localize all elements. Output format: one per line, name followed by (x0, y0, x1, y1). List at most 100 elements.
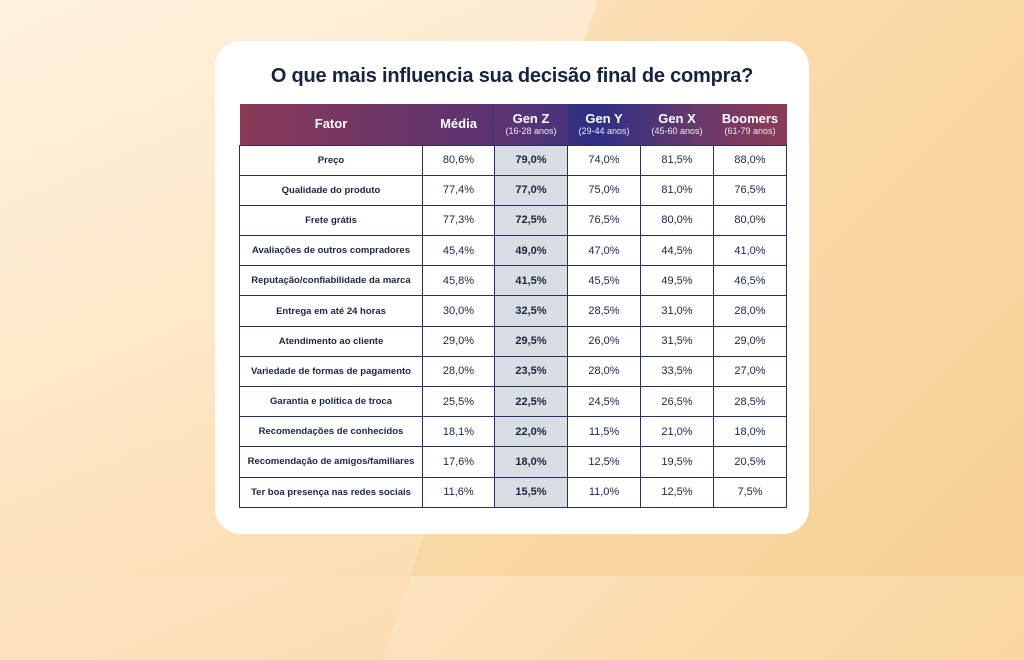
header-label: Gen Y (585, 111, 623, 127)
cell-gen-y: 76,5% (567, 204, 641, 237)
cell-gen-y: 24,5% (567, 385, 641, 418)
cell-media: 80,6% (422, 144, 495, 176)
header-label: Gen X (658, 111, 696, 127)
cell-gen-x: 33,5% (640, 355, 714, 388)
cell-fator: Avaliações de outros compradores (239, 235, 423, 267)
table-row: Entrega em até 24 horas 30,0% 32,5% 28,5% 31… (239, 295, 787, 327)
cell-fator: Recomendações de conhecidos (239, 416, 423, 448)
cell-gen-z: 22,5% (494, 385, 568, 418)
header-row: Fator Média Gen Z (16-28 anos) Gen Y (29-44 a… (239, 104, 787, 145)
cell-gen-x: 26,5% (640, 385, 714, 418)
header-age-range: (16-28 anos) (505, 125, 557, 136)
cell-gen-x: 19,5% (640, 446, 714, 478)
header-gen-z: Gen Z (16-28 anos) (494, 104, 568, 145)
table-row: Atendimento ao cliente 29,0% 29,5% 26,0% 31,… (239, 325, 787, 357)
table-row: Ter boa presença nas redes sociais 11,6% 1… (239, 476, 787, 508)
cell-fator: Reputação/confiabilidade da marca (239, 265, 423, 297)
cell-media: 77,3% (422, 204, 495, 237)
cell-boomers: 41,0% (713, 235, 787, 267)
cell-gen-z: 77,0% (494, 174, 568, 206)
cell-media: 45,4% (422, 235, 495, 267)
cell-boomers: 27,0% (713, 355, 787, 388)
cell-boomers: 88,0% (713, 144, 787, 176)
cell-fator: Garantia e política de troca (239, 385, 423, 418)
results-table: Fator Média Gen Z (16-28 anos) Gen Y (29-44 a… (239, 104, 787, 508)
cell-gen-y: 28,5% (567, 295, 641, 327)
table-row: Garantia e política de troca 25,5% 22,5% 24… (239, 385, 787, 418)
cell-fator: Recomendação de amigos/familiares (239, 446, 423, 478)
cell-media: 77,4% (422, 174, 495, 206)
cell-gen-y: 26,0% (567, 325, 641, 357)
cell-boomers: 76,5% (713, 174, 787, 206)
header-label: Fator (314, 116, 348, 132)
cell-gen-x: 44,5% (640, 235, 714, 267)
cell-media: 28,0% (422, 355, 495, 388)
cell-media: 18,1% (422, 416, 495, 448)
cell-fator: Preço (239, 144, 423, 176)
header-media: Média (423, 104, 495, 145)
page-title: O que mais influencia sua decisão final … (270, 65, 754, 87)
cell-gen-z: 18,0% (494, 446, 568, 478)
cell-boomers: 18,0% (713, 416, 787, 448)
table-row: Variedade de formas de pagamento 28,0% 23,… (239, 355, 787, 388)
cell-boomers: 20,5% (713, 446, 787, 478)
header-age-range: (61-79 anos) (724, 125, 776, 136)
cell-gen-y: 11,0% (567, 476, 641, 508)
cell-gen-x: 81,5% (640, 144, 714, 176)
cell-gen-z: 23,5% (494, 355, 568, 388)
table-row: Qualidade do produto 77,4% 77,0% 75,0% 81,0%… (239, 174, 787, 206)
cell-gen-y: 74,0% (567, 144, 641, 176)
cell-gen-x: 31,5% (640, 325, 714, 357)
cell-gen-y: 12,5% (567, 446, 641, 478)
header-label: Boomers (721, 111, 779, 127)
table-row: Recomendação de amigos/familiares 17,6% 18… (239, 446, 787, 478)
cell-fator: Entrega em até 24 horas (239, 295, 423, 327)
cell-fator: Ter boa presença nas redes sociais (239, 476, 423, 508)
cell-media: 25,5% (422, 385, 495, 418)
header-label: Média (440, 116, 477, 132)
survey-card: O que mais influencia sua decisão final … (215, 41, 809, 534)
header-fator: Fator (240, 104, 423, 145)
table-row: Recomendações de conhecidos 18,1% 22,0% 11,… (239, 416, 787, 448)
cell-gen-x: 49,5% (640, 265, 714, 297)
header-age-range: (29-44 anos) (578, 125, 630, 136)
cell-gen-x: 21,0% (640, 416, 714, 448)
cell-gen-y: 28,0% (567, 355, 641, 388)
cell-media: 17,6% (422, 446, 495, 478)
cell-gen-z: 15,5% (494, 476, 568, 508)
cell-gen-z: 32,5% (494, 295, 568, 327)
table-row: Reputação/confiabilidade da marca 45,8% 41… (239, 265, 787, 297)
table-row: Preço 80,6% 79,0% 74,0% 81,5% 88,0% (239, 144, 787, 176)
cell-boomers: 28,5% (713, 385, 787, 418)
cell-gen-y: 11,5% (567, 416, 641, 448)
cell-gen-y: 45,5% (567, 265, 641, 297)
cell-fator: Variedade de formas de pagamento (239, 355, 423, 388)
header-boomers: Boomers (61-79 anos) (714, 104, 787, 145)
table-body: Preço 80,6% 79,0% 74,0% 81,5% 88,0% Qualidade … (239, 144, 787, 508)
cell-gen-z: 72,5% (494, 204, 568, 237)
cell-media: 45,8% (422, 265, 495, 297)
cell-boomers: 28,0% (713, 295, 787, 327)
header-gen-y: Gen Y (29-44 anos) (568, 104, 641, 145)
header-gen-x: Gen X (45-60 anos) (641, 104, 714, 145)
header-label: Gen Z (512, 111, 550, 127)
cell-fator: Qualidade do produto (239, 174, 423, 206)
cell-boomers: 7,5% (713, 476, 787, 508)
cell-fator: Frete grátis (239, 204, 423, 237)
cell-gen-z: 22,0% (494, 416, 568, 448)
cell-media: 29,0% (422, 325, 495, 357)
cell-boomers: 80,0% (713, 204, 787, 237)
cell-gen-x: 81,0% (640, 174, 714, 206)
cell-gen-x: 12,5% (640, 476, 714, 508)
cell-gen-x: 31,0% (640, 295, 714, 327)
cell-gen-z: 41,5% (494, 265, 568, 297)
table-header: Fator Média Gen Z (16-28 anos) Gen Y (29-44 a… (239, 104, 787, 145)
cell-boomers: 46,5% (713, 265, 787, 297)
table-row: Avaliações de outros compradores 45,4% 49,… (239, 235, 787, 267)
cell-gen-y: 47,0% (567, 235, 641, 267)
cell-fator: Atendimento ao cliente (239, 325, 423, 357)
cell-boomers: 29,0% (713, 325, 787, 357)
cell-gen-z: 29,5% (494, 325, 568, 357)
table-row: Frete grátis 77,3% 72,5% 76,5% 80,0% 80,0% (239, 204, 787, 237)
cell-media: 11,6% (422, 476, 495, 508)
